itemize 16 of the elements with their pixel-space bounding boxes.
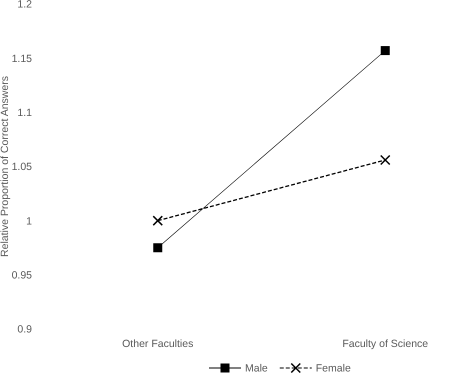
legend-label: Male	[245, 362, 268, 373]
x-tick-label: Faculty of Science	[342, 338, 428, 350]
x-tick-label: Other Faculties	[122, 338, 194, 350]
legend-label: Female	[316, 362, 351, 373]
y-tick-label: 1.05	[12, 161, 32, 174]
y-tick-label: 1.15	[12, 52, 32, 65]
y-tick-label: 0.9	[17, 324, 32, 336]
point	[153, 243, 162, 252]
y-tick-label: 1.1	[17, 107, 32, 120]
point	[380, 46, 390, 56]
y-tick-label: 1	[26, 215, 32, 228]
point	[152, 215, 163, 226]
point	[380, 154, 390, 166]
y-tick-label: 0.95	[12, 270, 32, 282]
y-axis-title: Relative Proportion of Correct Answers	[0, 76, 11, 257]
y-tick-label: 1.2	[17, 0, 32, 11]
